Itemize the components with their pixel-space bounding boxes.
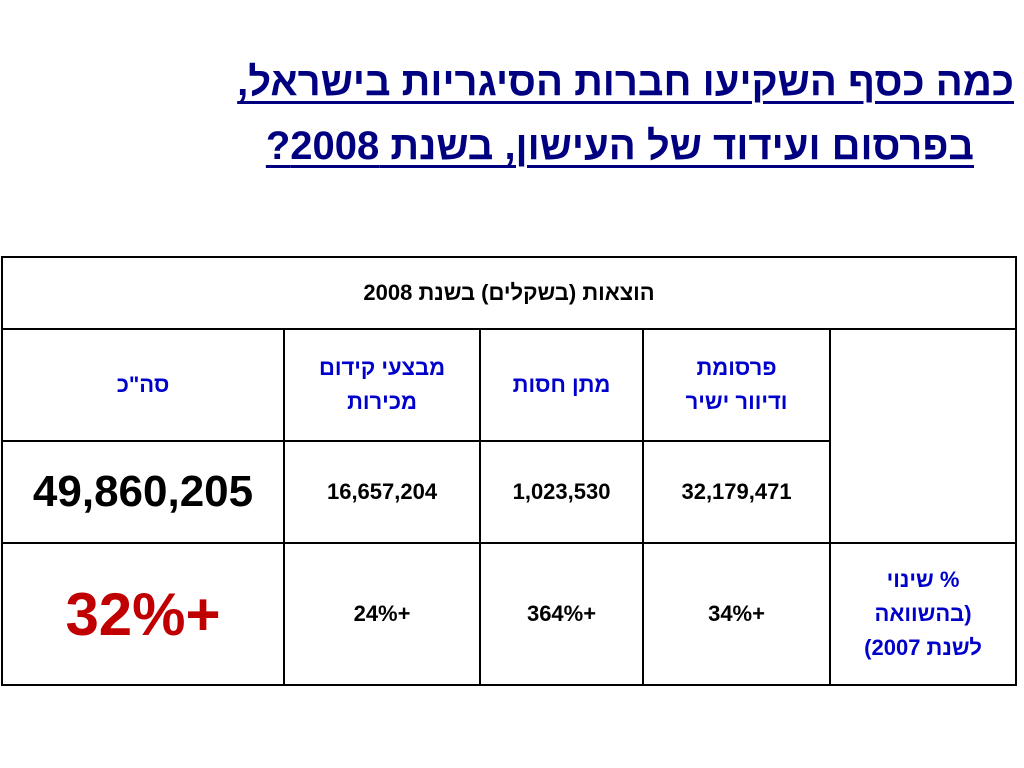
- change-sponsorship: +364%: [479, 542, 645, 686]
- expenses-table: הוצאות (בשקלים) בשנת 2008 פרסומת ודיוור …: [0, 256, 1018, 686]
- column-header-promotions-line2: מכירות: [347, 389, 417, 414]
- change-label-line3: לשנת 2007): [864, 635, 982, 660]
- value-advertising: 32,179,471: [642, 440, 832, 544]
- column-header-sponsorship: מתן חסות: [479, 328, 645, 442]
- column-headers-row: פרסומת ודיוור ישיר מתן חסות מבצעי קידום …: [0, 328, 1018, 544]
- column-header-promotions-line1: מבצעי קידום: [318, 355, 446, 380]
- change-label: % שינוי (בהשוואה לשנת 2007): [829, 542, 1018, 686]
- change-label-line2: (בהשוואה: [874, 601, 972, 626]
- value-sponsorship: 1,023,530: [479, 440, 645, 544]
- table-header-row: הוצאות (בשקלים) בשנת 2008: [0, 256, 1018, 330]
- title-line-1: כמה כסף השקיעו חברות הסיגריות בישראל,: [237, 60, 1014, 104]
- table-header: הוצאות (בשקלים) בשנת 2008: [0, 256, 1018, 330]
- value-promotions: 16,657,204: [283, 440, 482, 544]
- change-label-line1: % שינוי: [886, 567, 960, 592]
- column-header-advertising: פרסומת ודיוור ישיר: [642, 328, 832, 442]
- column-header-advertising-line2: ודיוור ישיר: [685, 389, 788, 414]
- change-total: +32%: [0, 542, 286, 686]
- empty-corner-cell: [829, 328, 1018, 544]
- change-promotions: +24%: [283, 542, 482, 686]
- column-header-total: סה"כ: [0, 328, 286, 442]
- change-row: % שינוי (בהשוואה לשנת 2007) +34% +364% +…: [0, 542, 1018, 686]
- title-line-2: בפרסום ועידוד של העישון, בשנת 2008?: [265, 124, 974, 168]
- page-title: כמה כסף השקיעו חברות הסיגריות בישראל, בפ…: [20, 50, 1014, 178]
- value-total: 49,860,205: [0, 440, 286, 544]
- change-advertising: +34%: [642, 542, 832, 686]
- values-row: 32,179,471 1,023,530 16,657,204 49,860,2…: [0, 440, 1016, 544]
- column-header-promotions: מבצעי קידום מכירות: [283, 328, 482, 442]
- column-header-advertising-line1: פרסומת: [696, 355, 777, 380]
